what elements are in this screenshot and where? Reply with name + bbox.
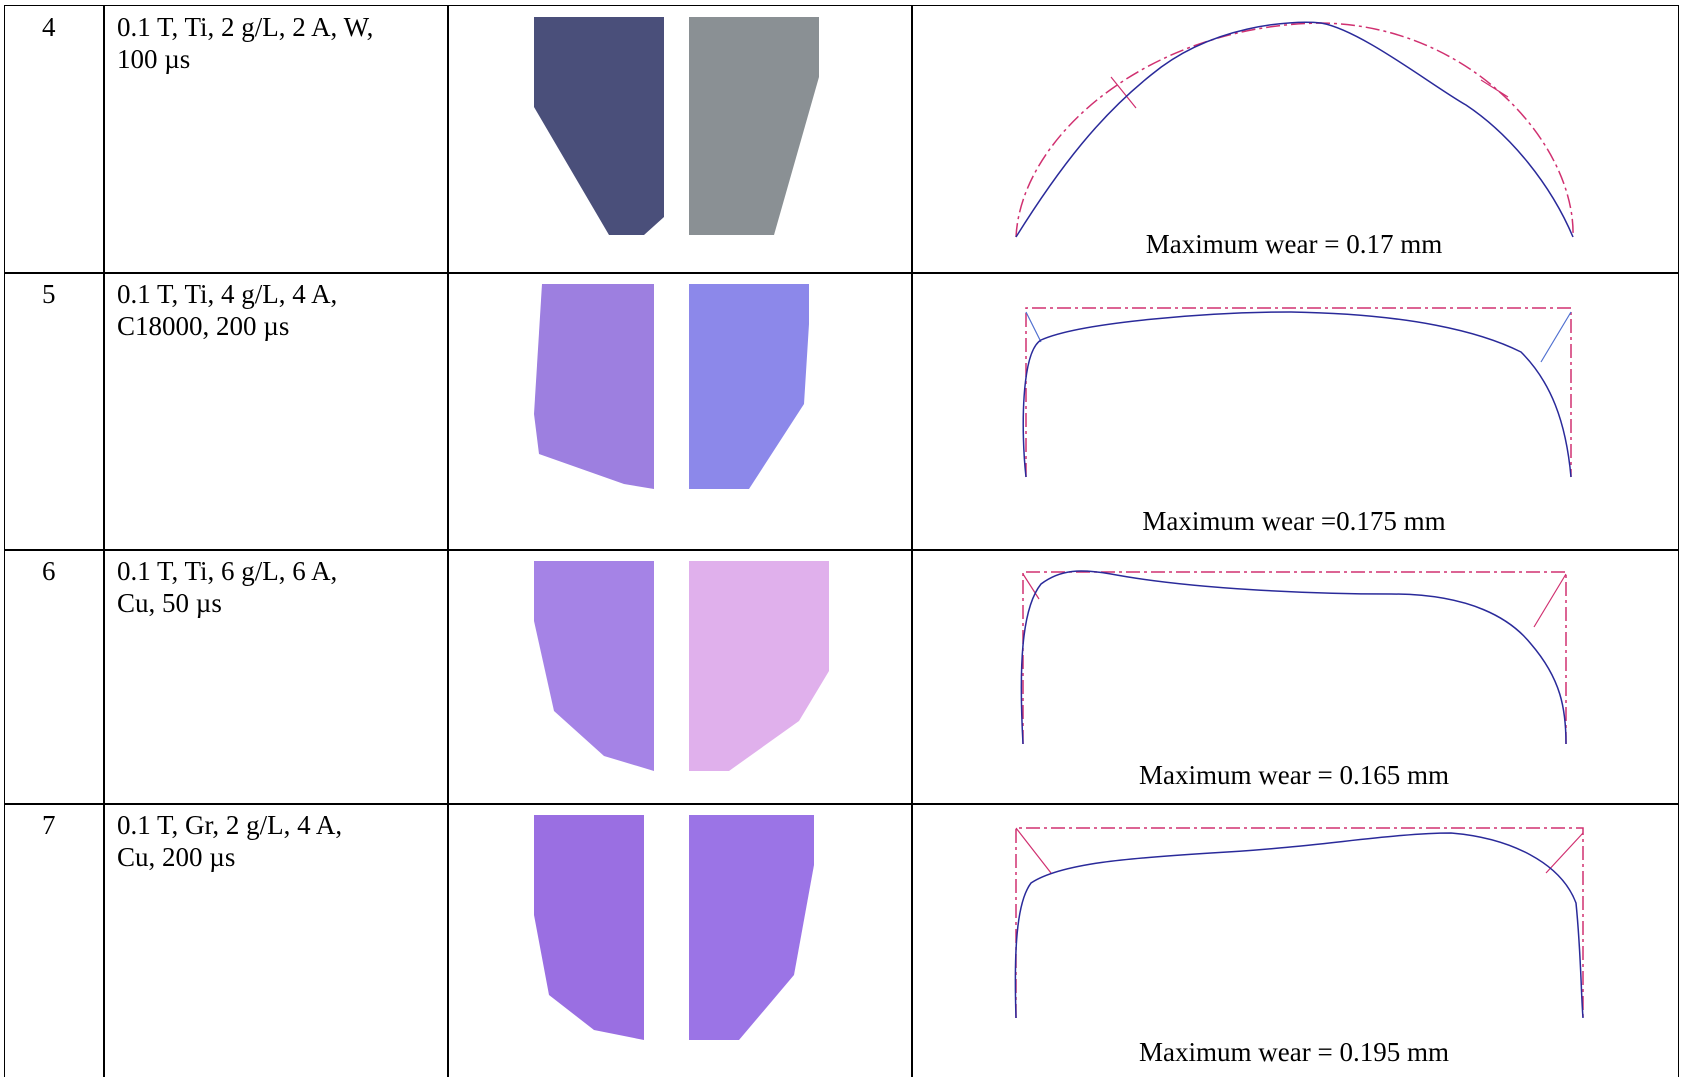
wear-label: Maximum wear =0.175 mm bbox=[911, 505, 1677, 537]
row-number: 6 bbox=[42, 555, 56, 587]
row-number: 4 bbox=[42, 11, 56, 43]
wear-label: Maximum wear = 0.195 mm bbox=[911, 1036, 1677, 1068]
tool-photo bbox=[447, 5, 911, 272]
wear-label: Maximum wear = 0.17 mm bbox=[911, 228, 1677, 260]
conditions-text: 0.1 T, Ti, 6 g/L, 6 A, bbox=[117, 555, 337, 587]
tool-photo bbox=[447, 549, 911, 803]
page: 4 0.1 T, Ti, 2 g/L, 2 A, W,100 µs Maximum … bbox=[0, 0, 1685, 1077]
table-cell bbox=[4, 549, 105, 805]
conditions-text: Cu, 200 µs bbox=[117, 841, 235, 873]
table-cell bbox=[4, 272, 105, 551]
conditions-text: 100 µs bbox=[117, 43, 190, 75]
table-cell bbox=[4, 803, 105, 1077]
tool-photo bbox=[447, 803, 911, 1077]
conditions-text: Cu, 50 µs bbox=[117, 587, 222, 619]
conditions-text: 0.1 T, Ti, 2 g/L, 2 A, W, bbox=[117, 11, 373, 43]
row-number: 5 bbox=[42, 278, 56, 310]
tool-photo bbox=[447, 272, 911, 549]
conditions-text: 0.1 T, Gr, 2 g/L, 4 A, bbox=[117, 809, 342, 841]
conditions-text: 0.1 T, Ti, 4 g/L, 4 A, bbox=[117, 278, 337, 310]
table-cell bbox=[4, 5, 105, 274]
conditions-text: C18000, 200 µs bbox=[117, 310, 289, 342]
row-number: 7 bbox=[42, 809, 56, 841]
wear-label: Maximum wear = 0.165 mm bbox=[911, 759, 1677, 791]
